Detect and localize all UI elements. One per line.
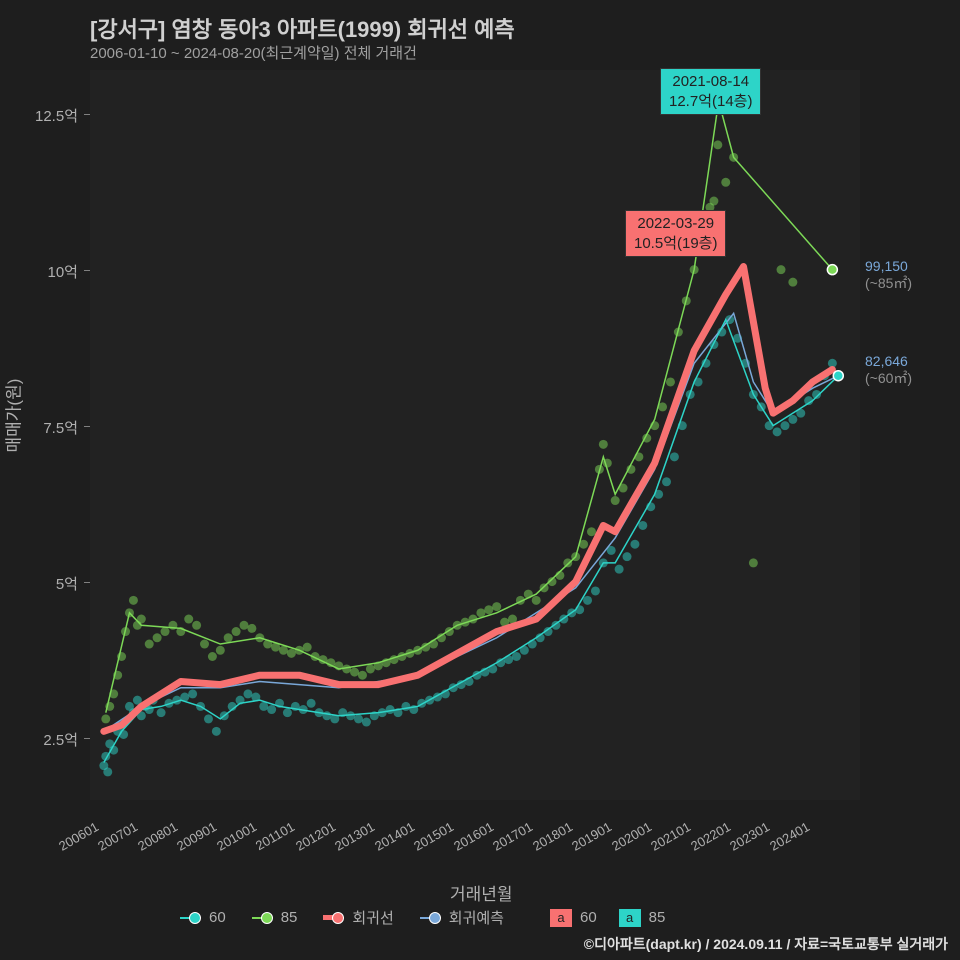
legend-reg-label: 회귀선	[352, 907, 393, 928]
x-tick-label: 200801	[135, 819, 180, 854]
chart-title: [강서구] 염창 동아3 아파트(1999) 회귀선 예측	[90, 12, 515, 44]
y-axis-label: 매매가(원)	[0, 379, 25, 453]
legend-box-60-icon: a	[550, 909, 572, 927]
x-tick-label: 200901	[174, 819, 219, 854]
y-tick-mark	[84, 114, 90, 115]
legend: 60 85 회귀선 회귀예측 a 60 a 85	[180, 907, 665, 928]
legend-dot-60-icon	[189, 912, 201, 924]
chart-container: [강서구] 염창 동아3 아파트(1999) 회귀선 예측 2006-01-10…	[0, 0, 960, 960]
x-tick-label: 200701	[95, 819, 140, 854]
y-tick-mark	[84, 270, 90, 271]
y-tick-label: 12.5억	[18, 105, 78, 126]
y-tick-label: 7.5억	[18, 417, 78, 438]
x-tick-label: 202401	[767, 819, 812, 854]
legend-60-label: 60	[209, 909, 226, 926]
x-tick-label: 201201	[293, 819, 338, 854]
x-tick-label: 202101	[648, 819, 693, 854]
x-tick-label: 201701	[490, 819, 535, 854]
legend-box-85-icon: a	[619, 909, 641, 927]
end-85-value: 99,150	[865, 258, 908, 274]
legend-85-label: 85	[281, 909, 298, 926]
annotation-reg-date: 2022-03-29	[637, 215, 714, 232]
end-60-unit: (~60㎡)	[865, 370, 912, 386]
y-tick-mark	[84, 582, 90, 583]
end-85-unit: (~85㎡)	[865, 275, 912, 291]
x-tick-label: 201001	[214, 819, 259, 854]
x-tick-label: 201401	[372, 819, 417, 854]
annotation-reg-value: 10.5억(19층)	[634, 235, 717, 252]
y-tick-mark	[84, 738, 90, 739]
legend-box60-label: 60	[580, 909, 597, 926]
legend-dot-reg-icon	[332, 912, 344, 924]
y-tick-label: 10억	[18, 261, 78, 282]
end-label-60: 82,646 (~60㎡)	[865, 353, 912, 387]
y-tick-label: 2.5억	[18, 729, 78, 750]
y-tick-mark	[84, 426, 90, 427]
legend-dot-pred-icon	[429, 912, 441, 924]
x-tick-label: 201501	[411, 819, 456, 854]
x-tick-label: 201801	[530, 819, 575, 854]
annotation-peak-reg: 2022-03-29 10.5억(19층)	[625, 210, 726, 257]
end-60-value: 82,646	[865, 353, 908, 369]
end-label-85: 99,150 (~85㎡)	[865, 258, 912, 292]
chart-subtitle: 2006-01-10 ~ 2024-08-20(최근계약일) 전체 거래건	[90, 42, 417, 63]
x-tick-label: 202201	[688, 819, 733, 854]
x-axis-label: 거래년월	[450, 880, 513, 905]
annotation-85-value: 12.7억(14층)	[669, 93, 752, 110]
plot-svg	[90, 70, 860, 800]
annotation-85-date: 2021-08-14	[672, 73, 749, 90]
legend-pred-label: 회귀예측	[449, 907, 504, 928]
x-tick-label: 201601	[451, 819, 496, 854]
legend-dot-85-icon	[261, 912, 273, 924]
x-tick-label: 201101	[253, 819, 297, 853]
x-tick-label: 201901	[569, 819, 614, 854]
annotation-peak-85: 2021-08-14 12.7억(14층)	[660, 68, 761, 115]
legend-box85-label: 85	[649, 909, 666, 926]
x-tick-label: 201301	[332, 819, 377, 854]
y-tick-label: 5억	[18, 573, 78, 594]
copyright-text: ©디아파트(dapt.kr) / 2024.09.11 / 자료=국토교통부 실…	[584, 934, 948, 954]
x-tick-label: 202301	[727, 819, 772, 854]
x-tick-label: 202001	[609, 819, 654, 854]
x-tick-label: 200601	[56, 819, 101, 854]
